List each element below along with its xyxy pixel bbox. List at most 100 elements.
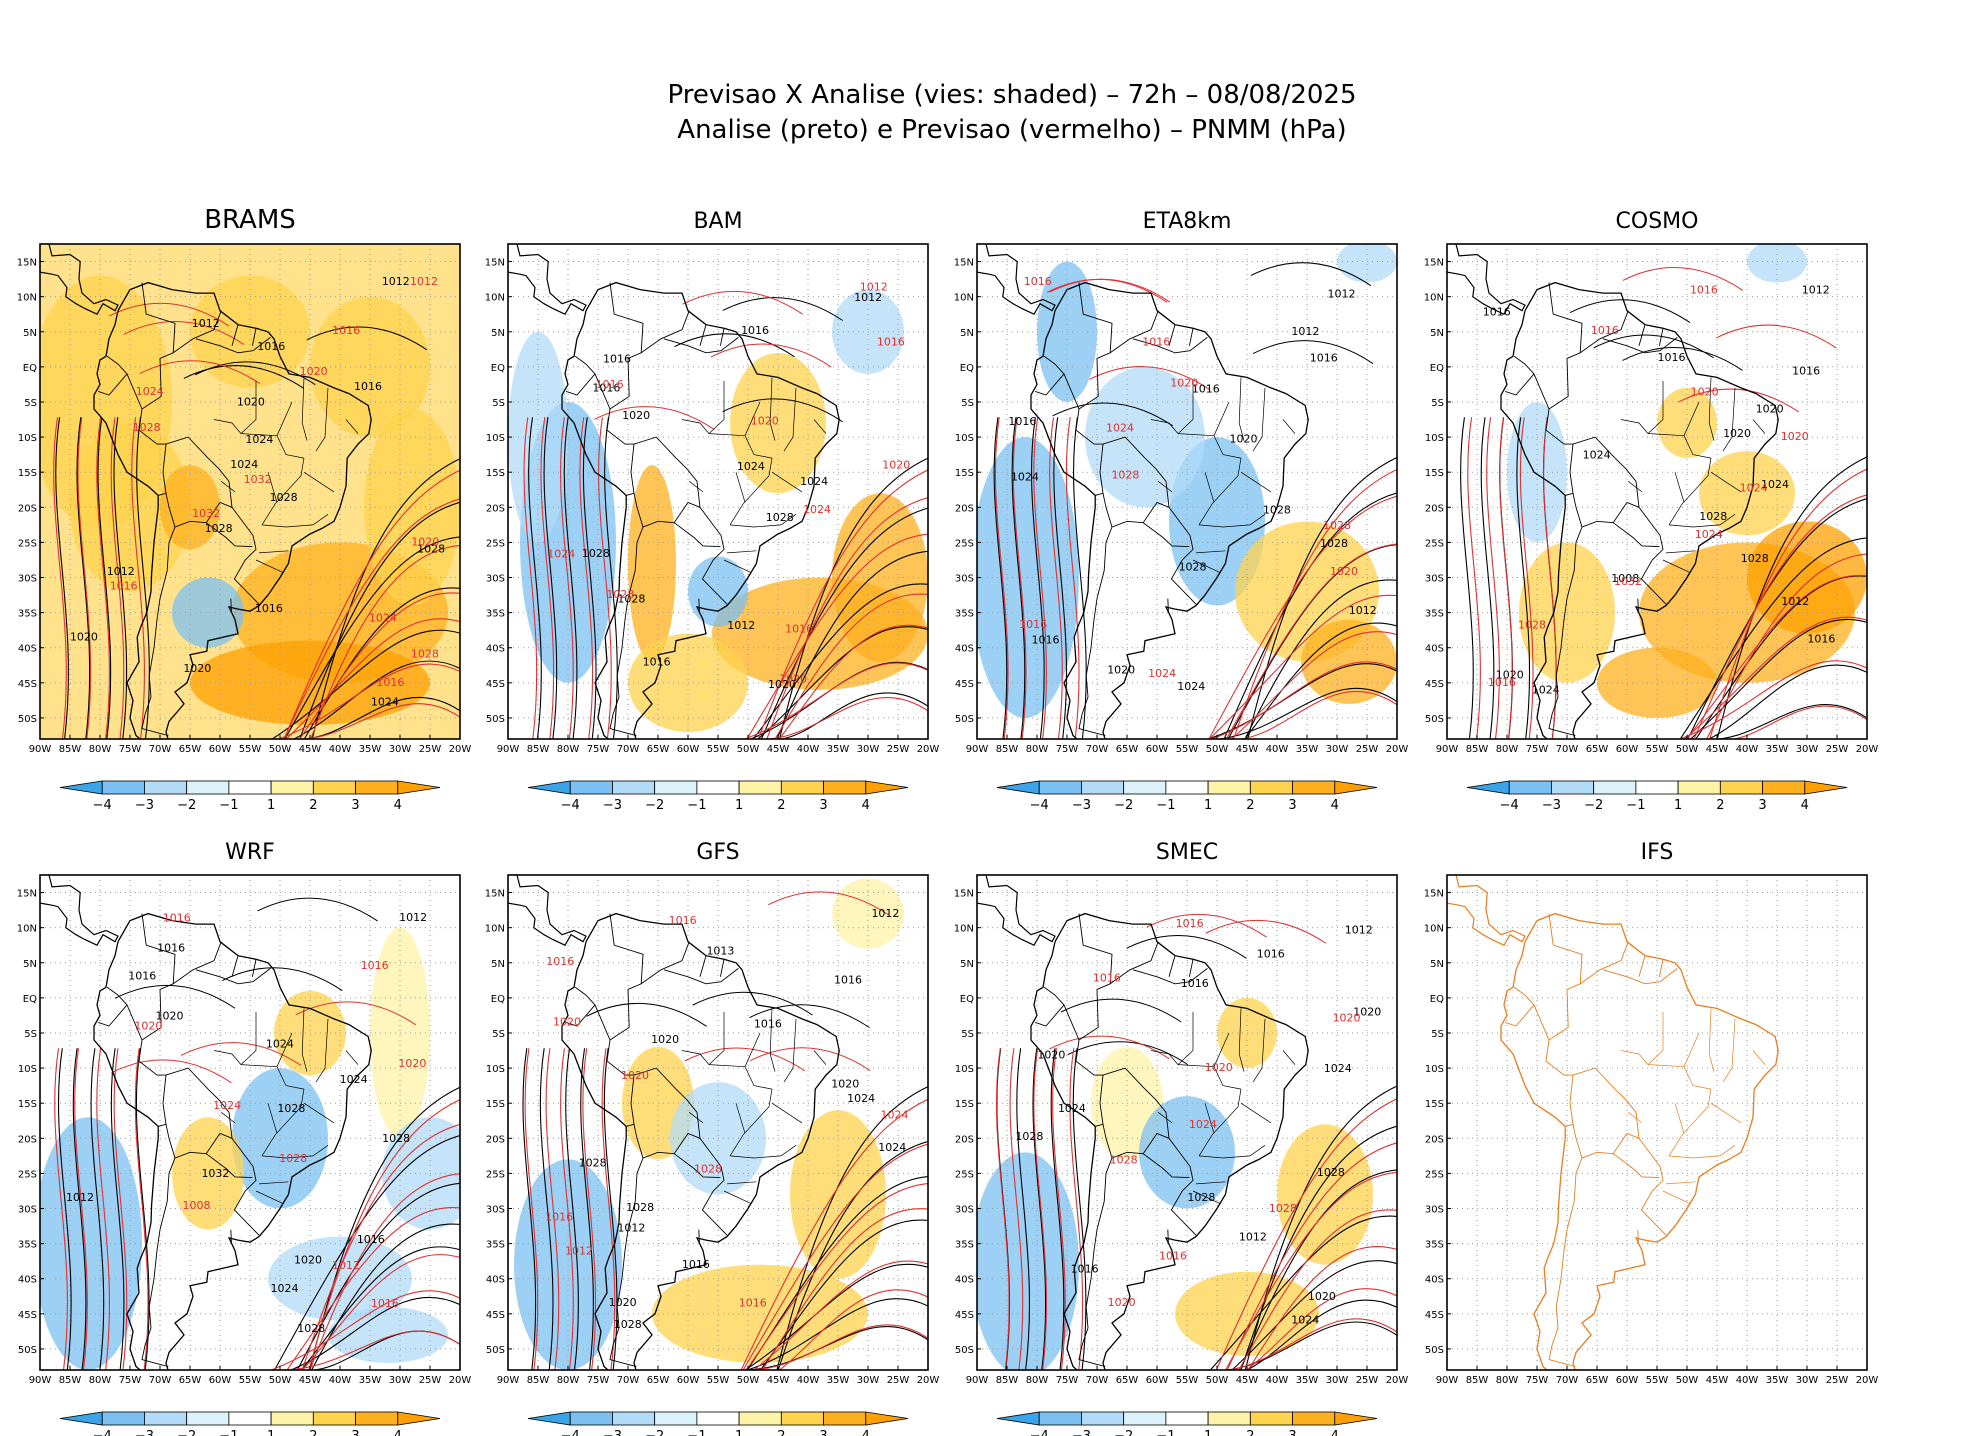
- state-border: [1252, 1018, 1266, 1083]
- state-border: [1662, 1190, 1691, 1204]
- state-border: [1627, 1112, 1643, 1124]
- lon-tick-label: 55W: [1176, 744, 1199, 755]
- lon-tick-label: 85W: [527, 744, 550, 755]
- country-border: [158, 1075, 167, 1127]
- forecast-contour-label: 1020: [751, 414, 779, 427]
- state-border: [303, 471, 335, 493]
- analysis-contour-label: 1012: [854, 291, 882, 304]
- lat-tick-label: 10S: [1425, 1064, 1444, 1075]
- analysis-contour-label: 1012: [1349, 604, 1377, 617]
- country-border: [574, 986, 611, 1041]
- forecast-isobar: [779, 1289, 928, 1370]
- analysis-contour-label: 1012: [1239, 1231, 1267, 1244]
- colorbar-label: 4: [394, 798, 402, 813]
- country-border: [138, 396, 260, 605]
- country-border: [1612, 522, 1660, 548]
- colorbar-label: 1: [267, 1429, 275, 1436]
- analysis-contour-label: 1012: [1345, 923, 1373, 936]
- forecast-isobar: [77, 417, 92, 739]
- forecast-isobar: [111, 1059, 232, 1084]
- state-border: [345, 1050, 359, 1065]
- analysis-contour-label: 1028: [579, 1157, 607, 1170]
- state-border: [213, 1050, 242, 1065]
- lon-tick-label: 70W: [617, 1375, 640, 1386]
- lat-tick-label: 30S: [18, 1205, 37, 1216]
- country-border: [231, 324, 239, 346]
- analysis-contour-label: 1028: [1015, 1130, 1043, 1143]
- state-border: [240, 1064, 305, 1090]
- lon-tick-label: 25W: [1356, 744, 1379, 755]
- lat-tick-label: 50S: [486, 714, 505, 725]
- analysis-isobar: [1622, 347, 1743, 371]
- state-border: [1647, 1064, 1712, 1090]
- country-border: [172, 310, 222, 354]
- analysis-contour-label: 1028: [277, 1102, 305, 1115]
- panel-eta8km: ETA8km1012101210161016101610201024102810…: [954, 209, 1409, 813]
- analysis-contour-label: 1016: [157, 942, 185, 955]
- lat-tick-label: 30S: [486, 1205, 505, 1216]
- analysis-isobar: [1011, 417, 1026, 739]
- forecast-isobar: [745, 1182, 928, 1370]
- state-border: [345, 419, 359, 434]
- forecast-contour-label: 1028: [1518, 618, 1546, 631]
- lat-tick-label: 35S: [18, 1240, 37, 1251]
- forecast-isobar: [123, 321, 245, 345]
- analysis-isobar: [299, 501, 460, 739]
- forecast-isobar: [710, 343, 832, 368]
- forecast-isobar: [1709, 468, 1867, 739]
- colorbar-swatch: [1081, 1411, 1125, 1426]
- lat-tick-label: 10S: [18, 433, 37, 444]
- forecast-contour-label: 1016: [163, 911, 191, 924]
- lat-tick-label: 5S: [961, 398, 974, 409]
- country-border: [230, 598, 232, 612]
- state-border: [261, 1089, 305, 1157]
- lon-tick-label: 85W: [527, 1375, 550, 1386]
- colorbar-label: 1: [267, 798, 275, 813]
- country-border: [205, 1153, 253, 1179]
- forecast-isobar: [1543, 417, 1557, 739]
- state-border: [1647, 433, 1712, 459]
- colorbar-label: −3: [603, 1429, 622, 1436]
- colorbar-swatch: [1123, 780, 1167, 795]
- forecast-isobar: [277, 1330, 460, 1370]
- lon-tick-label: 90W: [497, 744, 520, 755]
- colorbar-label: −2: [1114, 798, 1133, 813]
- colorbar-swatch: [355, 780, 399, 795]
- lon-tick-label: 30W: [857, 744, 880, 755]
- map-area: 1012 1016 1016 1020 1024 1024 1028 1028 1032 1012…: [40, 875, 460, 1370]
- forecast-contour-label: 1012: [565, 1244, 593, 1257]
- colorbar-label: −2: [177, 798, 196, 813]
- forecast-isobar: [180, 1042, 302, 1066]
- country-border: [230, 1229, 232, 1243]
- colorbar-label: −4: [1030, 1429, 1049, 1436]
- country-border: [195, 337, 271, 354]
- analysis-contour-label: 1012: [617, 1222, 645, 1235]
- colorbar-label: −1: [1156, 798, 1175, 813]
- colorbar-label: 2: [1246, 798, 1254, 813]
- analysis-isobar: [136, 417, 150, 739]
- analysis-isobar: [1072, 1048, 1087, 1370]
- country-border: [158, 444, 167, 496]
- forecast-isobar: [766, 496, 928, 739]
- country-border: [1513, 986, 1550, 1041]
- lon-tick-label: 70W: [1086, 744, 1109, 755]
- panel-wrf: WRF1012101610161020102410241028102810321…: [17, 840, 472, 1436]
- forecast-contour-label: 1028: [1323, 519, 1351, 532]
- lat-tick-label: EQ: [23, 363, 37, 374]
- forecast-isobar: [1486, 417, 1500, 739]
- forecast-contour-label: 1016: [1591, 324, 1619, 337]
- forecast-isobar: [744, 662, 928, 739]
- analysis-contour-label: 1028: [1263, 503, 1291, 516]
- analysis-contour-label: 1020: [183, 662, 211, 675]
- lon-tick-label: 35W: [827, 744, 850, 755]
- lon-tick-label: 20W: [1856, 1375, 1879, 1386]
- state-border: [240, 380, 257, 434]
- forecast-contour-label: 1020: [300, 365, 328, 378]
- state-border: [267, 472, 278, 503]
- state-border: [681, 1050, 710, 1065]
- state-border: [1204, 1103, 1215, 1134]
- lat-tick-label: 20S: [1425, 1134, 1444, 1145]
- state-border: [1722, 387, 1736, 452]
- forecast-contour-label: 1020: [553, 1015, 581, 1028]
